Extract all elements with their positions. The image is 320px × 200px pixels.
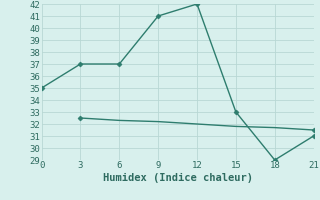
X-axis label: Humidex (Indice chaleur): Humidex (Indice chaleur) — [103, 173, 252, 183]
